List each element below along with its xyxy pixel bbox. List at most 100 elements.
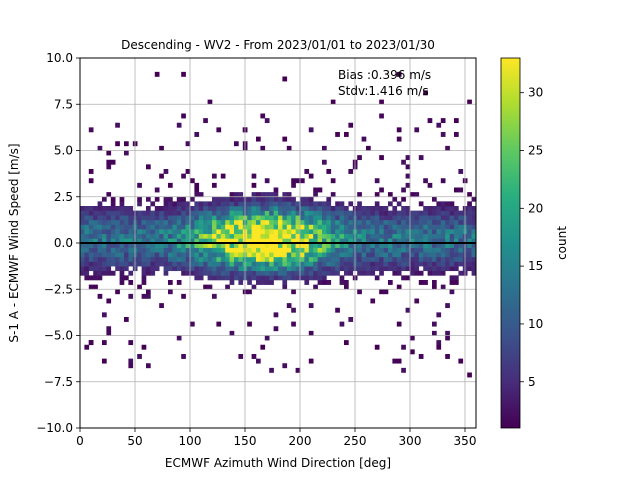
heatmap-cell [273,196,279,202]
heatmap-cell [260,243,266,248]
heatmap-cell [291,182,296,188]
heatmap-cell [256,275,261,281]
heatmap-cell [115,229,120,235]
heatmap-cell [436,122,442,128]
heatmap-cell [348,238,354,244]
heatmap-cell [207,284,213,290]
heatmap-cell [194,192,200,198]
heatmap-cell [388,243,393,248]
heatmap-cell [286,145,292,151]
heatmap-cell [427,252,433,258]
heatmap-cell [308,215,314,221]
heatmap-cell [445,206,450,211]
heatmap-cell [335,252,340,258]
heatmap-cell [379,252,384,258]
heatmap-cell [154,224,160,230]
heatmap-cell [379,113,384,119]
heatmap-cell [449,261,455,267]
heatmap-cell [370,224,376,230]
heatmap-cell [251,206,257,211]
heatmap-cell [251,270,257,276]
heatmap-cell [229,210,235,216]
heatmap-cell [396,127,402,133]
heatmap-cell [168,182,173,188]
heatmap-cell [423,229,428,235]
heatmap-cell [97,256,103,262]
heatmap-cell [110,256,116,262]
heatmap-cell [216,196,222,202]
heatmap-cell [273,187,279,193]
heatmap-cell [374,256,380,262]
heatmap-cell [256,201,261,207]
heatmap-cell [115,224,120,230]
heatmap-cell [154,210,160,216]
heatmap-cell [401,367,406,373]
heatmap-cell [357,229,362,235]
heatmap-cell [115,219,120,225]
heatmap-cell [137,247,142,253]
heatmap-cell [207,224,213,230]
heatmap-cell [84,215,90,221]
heatmap-cell [80,256,85,262]
heatmap-cell [234,233,239,239]
heatmap-cell [436,256,442,262]
heatmap-cell-outlier [330,99,336,105]
heatmap-cell [150,219,156,225]
heatmap-cell [326,233,332,239]
heatmap-cell [141,233,147,239]
heatmap-cell [436,238,442,244]
heatmap-cell [366,219,371,225]
heatmap-cell [392,238,398,244]
heatmap-cell [251,243,257,248]
heatmap-cell [273,247,279,253]
heatmap-cell [308,270,314,276]
heatmap-cell [449,224,455,230]
heatmap-cell [339,224,345,230]
heatmap-cell [84,275,90,281]
heatmap-cell [330,238,336,244]
heatmap-cell [97,270,103,276]
heatmap-cell [335,256,340,262]
heatmap-cell [256,280,261,285]
heatmap-cell [216,270,222,276]
heatmap-cell [392,210,398,216]
heatmap-cell [326,201,332,207]
heatmap-cell [128,206,134,211]
heatmap-cell [264,238,270,244]
heatmap-cell [418,354,424,359]
heatmap-cell [229,280,235,285]
heatmap-cell [128,219,134,225]
heatmap-cell [84,229,90,235]
heatmap-cell [357,210,362,216]
heatmap-cell [238,243,244,248]
heatmap-cell [454,243,459,248]
heatmap-cell [207,206,213,211]
heatmap-cell [326,270,332,276]
heatmap-cell [88,252,94,258]
heatmap-cell [168,224,173,230]
heatmap-cell [339,243,345,248]
heatmap-cell [119,224,125,230]
heatmap-cell [300,201,305,207]
heatmap-cell [159,210,164,216]
heatmap-cell [212,243,217,248]
heatmap-cell [440,238,446,244]
heatmap-cell [212,266,217,272]
heatmap-cell [282,229,288,235]
heatmap-cell [449,289,455,295]
heatmap-cell [317,266,323,272]
heatmap-cell [176,206,182,211]
heatmap-cell [128,270,134,276]
heatmap-cell [273,266,279,272]
heatmap-cell [427,229,433,235]
heatmap-cell [185,224,191,230]
heatmap-cell [414,224,420,230]
heatmap-cell [225,215,230,221]
heatmap-cell [256,252,261,258]
heatmap-cell [181,354,186,359]
heatmap-cell [361,229,367,235]
heatmap-cell [150,256,156,262]
heatmap-cell [273,192,279,198]
heatmap-cell-outlier [102,358,107,364]
heatmap-cell [335,201,340,207]
